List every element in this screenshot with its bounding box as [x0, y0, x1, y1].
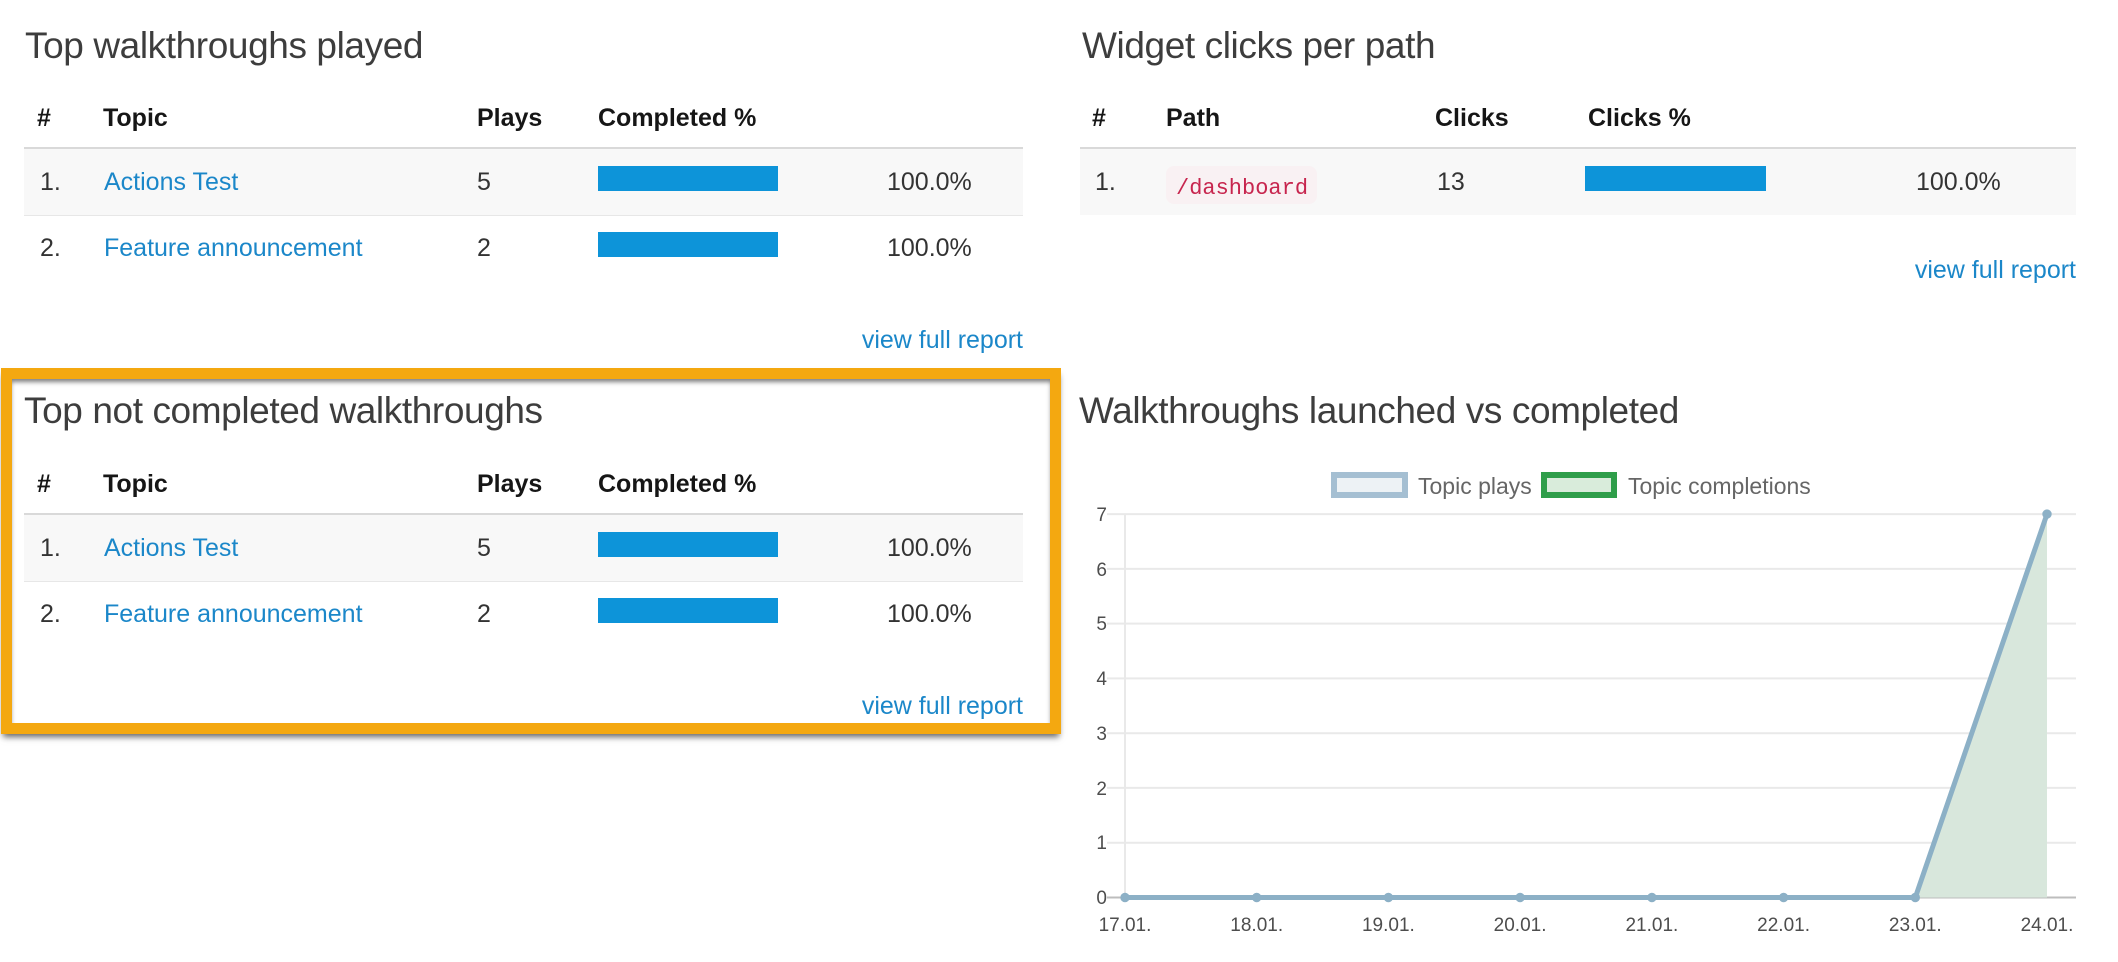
svg-text:18.01.: 18.01.	[1230, 915, 1283, 936]
svg-text:4: 4	[1096, 669, 1107, 690]
svg-text:5: 5	[1096, 614, 1107, 635]
svg-text:19.01.: 19.01.	[1362, 915, 1415, 936]
svg-text:24.01.: 24.01.	[2021, 915, 2074, 936]
svg-text:7: 7	[1096, 505, 1107, 526]
svg-text:1: 1	[1096, 833, 1107, 854]
svg-text:21.01.: 21.01.	[1625, 915, 1678, 936]
svg-text:2: 2	[1096, 779, 1107, 800]
svg-text:17.01.: 17.01.	[1099, 915, 1152, 936]
svg-text:23.01.: 23.01.	[1889, 915, 1942, 936]
svg-text:20.01.: 20.01.	[1494, 915, 1547, 936]
svg-text:6: 6	[1096, 560, 1107, 581]
svg-text:3: 3	[1096, 724, 1107, 745]
svg-text:22.01.: 22.01.	[1757, 915, 1810, 936]
svg-text:0: 0	[1096, 888, 1107, 909]
